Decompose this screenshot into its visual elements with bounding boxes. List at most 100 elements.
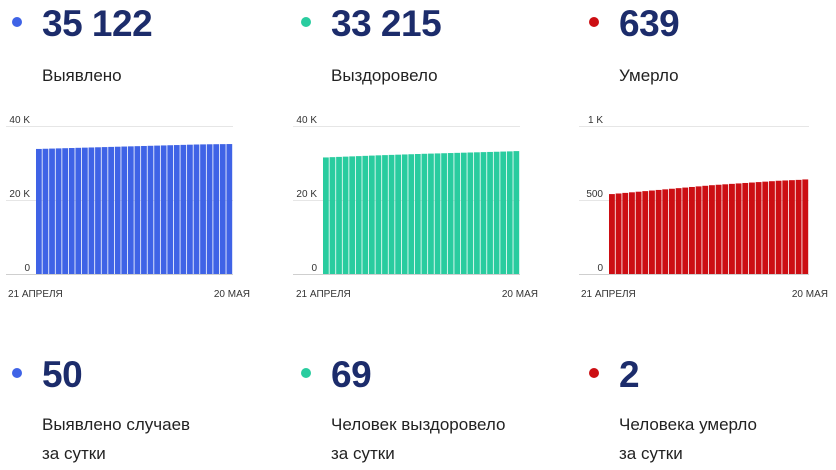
bar	[629, 192, 635, 274]
bar	[428, 153, 434, 274]
x-end-label: 20 МАЯ	[792, 289, 828, 300]
bar	[649, 190, 655, 274]
bar	[160, 145, 167, 274]
bar	[101, 147, 108, 274]
bar	[506, 151, 513, 274]
bar	[323, 157, 329, 274]
y-tick-label: 40 K	[296, 115, 317, 126]
bar	[441, 153, 447, 274]
bar	[487, 151, 493, 274]
bar	[467, 152, 474, 274]
bullet-dot-blue	[12, 17, 22, 27]
bar	[762, 181, 769, 274]
bar	[735, 183, 742, 274]
bar	[782, 180, 789, 274]
x-end-label: 20 МАЯ	[214, 289, 250, 300]
bar	[493, 151, 500, 274]
daily-value: 2	[619, 354, 640, 395]
bar	[421, 153, 428, 274]
bar	[789, 180, 795, 274]
bar	[655, 189, 662, 274]
bar	[88, 147, 95, 274]
stat-label: Выявлено	[42, 66, 122, 85]
bar	[635, 191, 642, 274]
bar	[722, 184, 729, 274]
x-start-label: 21 АПРЕЛЯ	[581, 289, 636, 300]
bar	[401, 154, 408, 274]
stat-value: 33 215	[331, 3, 442, 44]
bar	[474, 152, 480, 274]
bar	[434, 153, 441, 274]
bar	[447, 153, 454, 274]
bar	[342, 156, 349, 274]
bar	[355, 156, 362, 274]
x-start-label: 21 АПРЕЛЯ	[296, 289, 351, 300]
bar	[695, 186, 702, 274]
bullet-dot-red	[589, 368, 599, 378]
bar	[622, 192, 629, 274]
bar	[154, 145, 160, 274]
bar	[81, 147, 88, 274]
x-end-label: 20 МАЯ	[502, 289, 538, 300]
bar	[134, 146, 141, 274]
daily-value: 50	[42, 354, 83, 395]
bar	[689, 186, 695, 274]
stat-value: 35 122	[42, 3, 153, 44]
stat-label: Умерло	[619, 66, 679, 85]
bullet-dot-red	[589, 17, 599, 27]
daily-label-line1: Выявлено случаев	[42, 415, 191, 434]
bar	[147, 145, 154, 274]
bar	[49, 148, 55, 274]
daily-label-line2: за сутки	[619, 444, 683, 463]
bar	[749, 182, 755, 274]
bar	[362, 155, 369, 274]
y-tick-label: 0	[597, 263, 603, 274]
bar	[206, 144, 213, 274]
x-start-label: 21 АПРЕЛЯ	[8, 289, 63, 300]
bar	[62, 148, 69, 274]
bar	[213, 144, 220, 274]
bar	[500, 151, 507, 274]
bar	[36, 148, 42, 274]
y-tick-label: 500	[586, 189, 603, 200]
bar	[454, 152, 461, 274]
bar	[669, 188, 675, 274]
bar	[480, 152, 487, 274]
bar	[675, 188, 682, 274]
stat-label: Выздоровело	[331, 66, 438, 85]
bar	[141, 145, 147, 274]
chart-detected: 0 20 K 40 K 21 АПРЕЛЯ 20 МАЯ	[6, 115, 250, 300]
daily-label-line1: Человека умерло	[619, 415, 757, 434]
bar	[167, 145, 174, 274]
bar	[226, 144, 233, 274]
bar	[375, 155, 382, 274]
bar	[329, 157, 336, 274]
y-tick-label: 20 K	[296, 189, 317, 200]
bar	[460, 152, 467, 274]
bar	[187, 144, 193, 274]
daily-value: 69	[331, 354, 372, 395]
bar	[802, 179, 809, 274]
bar	[114, 146, 121, 274]
chart-recovered: 0 20 K 40 K 21 АПРЕЛЯ 20 МАЯ	[293, 115, 538, 300]
bar	[382, 155, 388, 274]
y-tick-label: 0	[24, 263, 30, 274]
bar	[180, 144, 187, 274]
bar	[795, 179, 802, 274]
y-tick-label: 0	[311, 263, 317, 274]
bar	[513, 151, 520, 274]
bar	[68, 148, 75, 274]
bar	[200, 144, 206, 274]
bar	[368, 155, 375, 274]
bar	[336, 156, 342, 274]
bar	[121, 146, 128, 274]
bar	[729, 183, 735, 274]
daily-label-line1: Человек выздоровело	[331, 415, 506, 434]
bar	[609, 194, 615, 274]
bar	[42, 148, 49, 274]
bar	[682, 187, 689, 274]
bar	[742, 182, 749, 274]
bullet-dot-teal	[301, 368, 311, 378]
bar	[395, 154, 401, 274]
bar	[414, 154, 421, 274]
